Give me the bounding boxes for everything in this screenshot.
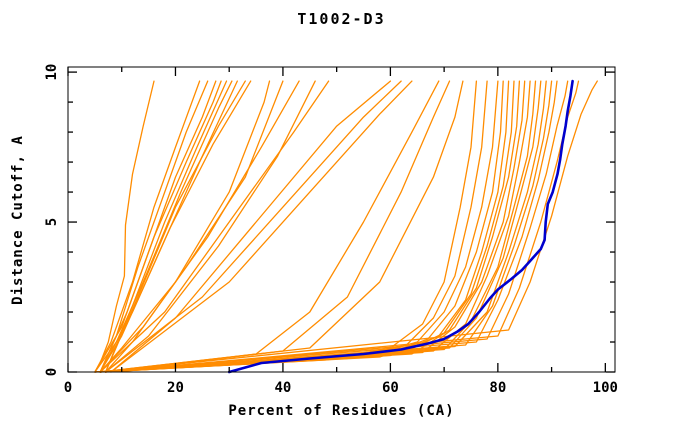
model-curve	[99, 80, 504, 373]
x-tick-label: 80	[489, 380, 506, 396]
highlight-curve	[227, 79, 574, 374]
model-curve	[104, 80, 547, 373]
model-curve	[104, 80, 580, 373]
x-tick-label: 0	[64, 380, 72, 396]
x-tick-label: 100	[593, 380, 618, 396]
y-tick-label: 0	[44, 368, 60, 376]
model-curve	[94, 80, 558, 373]
model-curve	[99, 80, 300, 373]
x-tick-label: 60	[382, 380, 399, 396]
x-tick-label: 40	[275, 380, 292, 396]
model-curve	[110, 80, 413, 373]
model-curve	[99, 80, 252, 373]
model-curve	[99, 80, 464, 373]
model-curve	[99, 80, 542, 373]
model-curve	[104, 80, 402, 373]
model-curve	[99, 80, 598, 373]
model-curve	[99, 80, 222, 373]
model-curve	[99, 80, 330, 373]
model-curve	[94, 80, 201, 373]
model-curve	[104, 80, 316, 373]
model-curve	[99, 80, 271, 373]
model-curve	[94, 80, 233, 373]
model-curve	[110, 80, 392, 373]
y-tick-label: 5	[44, 218, 60, 226]
model-curve	[99, 80, 531, 373]
y-axis-label: Distance Cutoff, A	[10, 135, 26, 305]
plot-border	[67, 66, 616, 373]
model-curve	[104, 80, 284, 373]
chart-title: T1002-D3	[297, 10, 386, 28]
model-curve	[99, 80, 440, 373]
y-tick-label: 10	[44, 64, 60, 81]
x-axis-label: Percent of Residues (CA)	[228, 403, 455, 419]
x-tick-label: 20	[167, 380, 184, 396]
